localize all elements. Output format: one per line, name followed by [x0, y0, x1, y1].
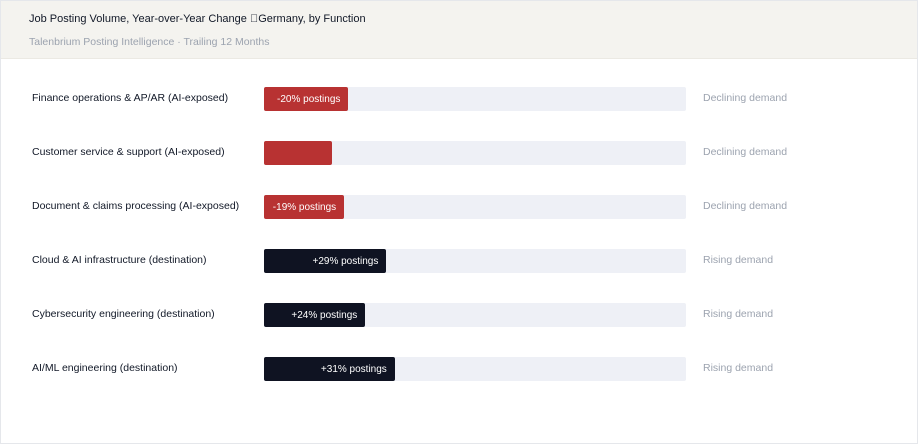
bar-value-label: -20% postings — [277, 93, 341, 105]
bar-track: -19% postings — [264, 195, 686, 219]
category-label: Finance operations & AP/AR (AI-exposed) — [32, 92, 229, 104]
bar-mark: +24% postings — [264, 303, 366, 327]
bar-track: +24% postings — [264, 303, 686, 327]
bar-value-label: +29% postings — [312, 255, 379, 267]
bar-mark: +29% postings — [264, 249, 387, 273]
demand-status: Rising demand — [703, 308, 774, 320]
demand-status: Rising demand — [703, 362, 774, 374]
category-label: AI/ML engineering (destination) — [32, 362, 178, 374]
chart-title: Job Posting Volume, Year-over-Year Chang… — [29, 13, 366, 25]
bar-row: Cloud & AI infrastructure (destination) +… — [1, 221, 917, 275]
bar-row: Cybersecurity engineering (destination) +… — [1, 275, 917, 329]
chart-subtitle: Talenbrium Posting Intelligence · Traili… — [29, 36, 270, 48]
demand-status: Declining demand — [703, 146, 788, 158]
category-label: Cybersecurity engineering (destination) — [32, 308, 215, 320]
bar-rows: Finance operations & AP/AR (AI-exposed) -… — [1, 59, 917, 383]
demand-status: Declining demand — [703, 200, 788, 212]
bar-row: Finance operations & AP/AR (AI-exposed) -… — [1, 59, 917, 113]
bar-mark: +31% postings — [264, 357, 395, 381]
bar-track — [264, 141, 686, 165]
bar-value-label: +31% postings — [320, 363, 387, 375]
category-label: Document & claims processing (AI-exposed… — [32, 200, 240, 212]
bar-row: AI/ML engineering (destination) +31% post… — [1, 329, 917, 383]
bar-track: -20% postings — [264, 87, 686, 111]
bar-value-label: +24% postings — [291, 309, 358, 321]
category-label: Customer service & support (AI-exposed) — [32, 146, 225, 158]
bar-row: Document & claims processing (AI-exposed… — [1, 167, 917, 221]
bar-mark: -19% postings — [264, 195, 345, 219]
bar-mark — [264, 141, 332, 165]
category-label: Cloud & AI infrastructure (destination) — [32, 254, 207, 266]
bar-mark: -20% postings — [264, 87, 349, 111]
bar-track: +29% postings — [264, 249, 686, 273]
demand-status: Declining demand — [703, 92, 788, 104]
bar-track: +31% postings — [264, 357, 686, 381]
bar-value-label: -19% postings — [272, 201, 337, 213]
demand-status: Rising demand — [703, 254, 774, 266]
chart-header: Job Posting Volume, Year-over-Year Chang… — [1, 1, 917, 59]
bar-row: Customer service & support (AI-exposed) D… — [1, 113, 917, 167]
